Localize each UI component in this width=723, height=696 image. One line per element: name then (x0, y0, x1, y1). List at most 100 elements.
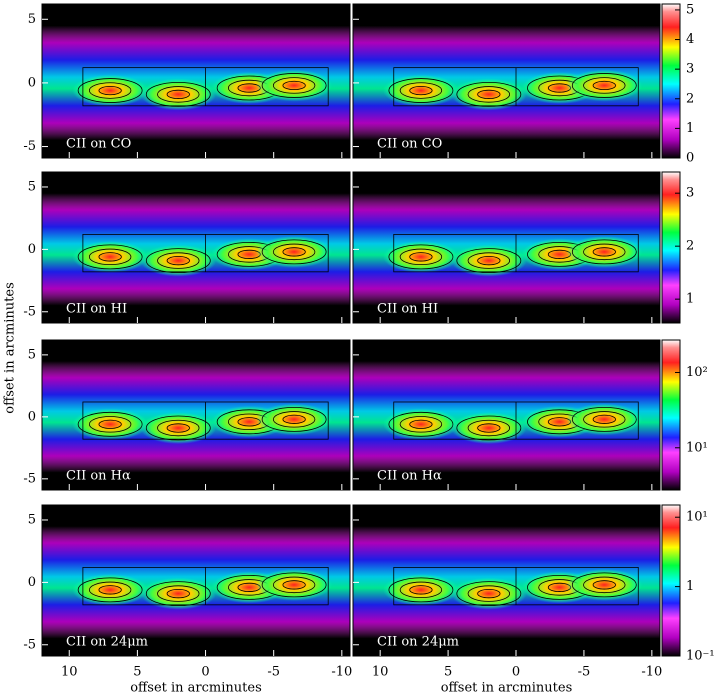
contour (456, 81, 522, 107)
panel-frame (352, 171, 661, 324)
contour (592, 414, 616, 424)
contour (571, 572, 637, 598)
colorbar-tick-label: 1 (686, 292, 694, 307)
emission-peak (566, 235, 643, 268)
y-tick-label: 0 (28, 575, 36, 590)
image-panel: CII on HI (352, 171, 661, 324)
contour (166, 423, 190, 433)
emission-peak (140, 577, 217, 610)
contour (272, 243, 316, 261)
y-tick-label: 5 (28, 12, 36, 27)
colorbar-tick-label: 3 (686, 62, 694, 77)
contour (592, 247, 616, 257)
panel-frame (352, 339, 661, 491)
contour (282, 580, 306, 590)
contour (145, 415, 211, 441)
x-tick-label: 0 (512, 665, 520, 680)
panel-label: CII on HI (66, 302, 127, 317)
contour (166, 89, 190, 99)
contour (166, 589, 190, 599)
contour (592, 80, 616, 91)
x-tick-label: 5 (133, 665, 141, 680)
emission-peak (72, 408, 149, 441)
emission-peak (140, 78, 217, 111)
colorbar (661, 171, 681, 324)
emission-peak (382, 74, 459, 107)
image-panel: CII on Hα (352, 339, 661, 491)
contour (88, 416, 132, 433)
panel-frame (41, 171, 351, 324)
contour (583, 411, 626, 428)
y-tick-label: 5 (28, 512, 36, 527)
y-tick-label: 0 (28, 75, 36, 90)
contour (145, 248, 211, 274)
y-tick-label: 0 (28, 242, 36, 257)
contour (261, 406, 327, 432)
contour (456, 581, 522, 607)
y-axis-label: offset in arcminutes (3, 282, 18, 414)
emission-peak (72, 74, 149, 107)
contour (409, 585, 433, 595)
x-tick-label: -5 (578, 665, 591, 680)
contour (583, 243, 626, 261)
contour (272, 77, 316, 94)
emission-peak (450, 577, 527, 610)
contour (467, 419, 511, 437)
x-tick-label: -10 (331, 665, 352, 680)
contour (157, 252, 200, 269)
colorbar (661, 3, 681, 159)
contour (145, 581, 211, 607)
panel-frame (41, 3, 351, 159)
emission-peak (566, 568, 643, 601)
contour (272, 576, 316, 594)
contour (88, 581, 132, 599)
colorbar-tick-label: 10¹ (686, 440, 708, 455)
x-tick-label: -10 (641, 665, 662, 680)
contour (571, 406, 637, 432)
y-tick-label: -5 (23, 637, 36, 652)
contour (583, 77, 626, 94)
contour (282, 80, 306, 91)
contour (88, 248, 132, 266)
emission-peak (450, 244, 527, 277)
contour (399, 248, 443, 266)
emission-peak (566, 69, 643, 102)
contour (456, 248, 522, 274)
colorbar-tick-label: 10⁻¹ (686, 649, 715, 664)
contour (467, 585, 511, 602)
panel-label: CII on 24μm (377, 635, 459, 650)
image-panel: CII on HI (41, 171, 351, 324)
colorbar-tick-label: 2 (686, 239, 694, 254)
contour (571, 239, 637, 265)
contour (583, 576, 626, 594)
colorbar-tick-label: 3 (686, 186, 694, 201)
contour (166, 256, 190, 266)
contour (157, 585, 200, 602)
contour (477, 423, 501, 433)
colorbar-tick-label: 1 (686, 121, 694, 136)
contour (261, 73, 327, 98)
panel-frame (41, 504, 351, 657)
contour (477, 256, 501, 266)
panel-label: CII on HI (377, 302, 438, 317)
contour (456, 415, 522, 441)
x-axis-label: offset in arcminutes (441, 681, 573, 696)
contour (272, 411, 316, 428)
emission-peak (256, 403, 333, 436)
emission-peak (256, 69, 333, 102)
emission-peak (256, 568, 333, 601)
contour (409, 419, 433, 429)
x-tick-label: 5 (444, 665, 452, 680)
emission-peak (72, 573, 149, 606)
contour (98, 419, 122, 429)
panel-label: CII on Hα (66, 469, 131, 484)
emission-peak (382, 408, 459, 441)
colorbar (661, 339, 681, 491)
colorbar-tick-label: 10¹ (686, 510, 708, 525)
panel-frame (352, 3, 661, 159)
emission-peak (566, 403, 643, 436)
x-tick-label: 0 (201, 665, 209, 680)
colorbar-tick-label: 4 (686, 32, 694, 47)
y-tick-label: 5 (28, 347, 36, 362)
